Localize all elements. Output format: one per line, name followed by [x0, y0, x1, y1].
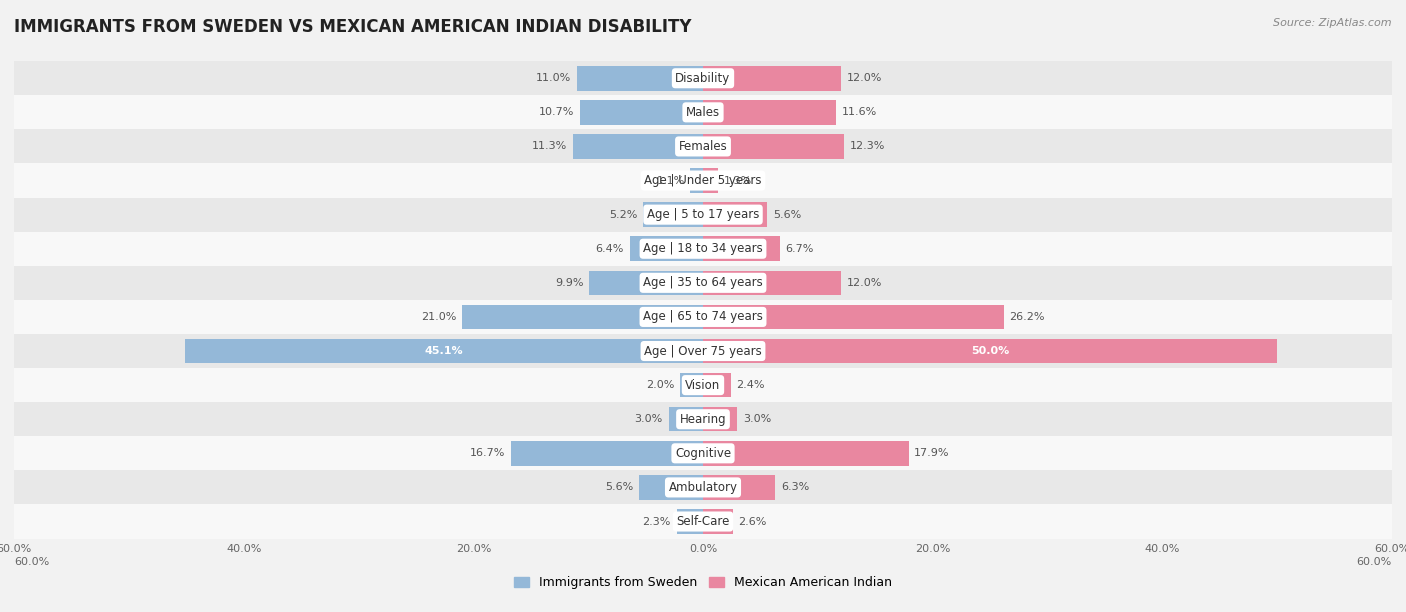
Text: 3.0%: 3.0% [744, 414, 772, 424]
Bar [703, 236, 780, 261]
Bar [703, 475, 775, 499]
Bar [14, 471, 1392, 504]
Text: 6.3%: 6.3% [782, 482, 810, 493]
Text: 5.2%: 5.2% [609, 210, 637, 220]
Text: 50.0%: 50.0% [972, 346, 1010, 356]
Text: 21.0%: 21.0% [420, 312, 456, 322]
Bar [14, 334, 1392, 368]
Text: 5.6%: 5.6% [773, 210, 801, 220]
Text: Age | Under 5 years: Age | Under 5 years [644, 174, 762, 187]
Legend: Immigrants from Sweden, Mexican American Indian: Immigrants from Sweden, Mexican American… [509, 572, 897, 594]
Bar [14, 129, 1392, 163]
Bar [703, 66, 841, 91]
Text: 45.1%: 45.1% [425, 346, 464, 356]
Text: IMMIGRANTS FROM SWEDEN VS MEXICAN AMERICAN INDIAN DISABILITY: IMMIGRANTS FROM SWEDEN VS MEXICAN AMERIC… [14, 18, 692, 36]
Text: 5.6%: 5.6% [605, 482, 633, 493]
Text: 60.0%: 60.0% [1357, 558, 1392, 567]
Text: 1.3%: 1.3% [724, 176, 752, 185]
Text: 2.4%: 2.4% [737, 380, 765, 390]
Text: 2.6%: 2.6% [738, 517, 766, 526]
Bar [669, 407, 703, 431]
Bar [676, 509, 703, 534]
Text: Age | 65 to 74 years: Age | 65 to 74 years [643, 310, 763, 323]
Bar [703, 339, 1277, 364]
Bar [14, 504, 1392, 539]
Bar [644, 203, 703, 227]
Bar [703, 168, 718, 193]
Bar [690, 168, 703, 193]
Bar [703, 271, 841, 295]
Bar [630, 236, 703, 261]
Text: Age | 5 to 17 years: Age | 5 to 17 years [647, 208, 759, 221]
Bar [461, 305, 703, 329]
Bar [703, 134, 844, 159]
Bar [512, 441, 703, 466]
Text: 16.7%: 16.7% [470, 449, 506, 458]
Text: 12.3%: 12.3% [851, 141, 886, 151]
Text: 12.0%: 12.0% [846, 278, 882, 288]
Text: Age | 18 to 34 years: Age | 18 to 34 years [643, 242, 763, 255]
Text: 11.6%: 11.6% [842, 107, 877, 118]
Bar [14, 436, 1392, 471]
Text: Males: Males [686, 106, 720, 119]
Text: 9.9%: 9.9% [555, 278, 583, 288]
Text: Disability: Disability [675, 72, 731, 84]
Bar [14, 61, 1392, 95]
Text: 6.7%: 6.7% [786, 244, 814, 254]
Text: 3.0%: 3.0% [634, 414, 662, 424]
Text: 26.2%: 26.2% [1010, 312, 1045, 322]
Text: Source: ZipAtlas.com: Source: ZipAtlas.com [1274, 18, 1392, 28]
Bar [703, 407, 738, 431]
Bar [703, 203, 768, 227]
Text: Ambulatory: Ambulatory [668, 481, 738, 494]
Bar [589, 271, 703, 295]
Bar [14, 368, 1392, 402]
Bar [14, 232, 1392, 266]
Text: 11.3%: 11.3% [533, 141, 568, 151]
Text: 12.0%: 12.0% [846, 73, 882, 83]
Text: 10.7%: 10.7% [538, 107, 575, 118]
Bar [703, 373, 731, 397]
Text: 2.0%: 2.0% [645, 380, 675, 390]
Text: 11.0%: 11.0% [536, 73, 571, 83]
Bar [186, 339, 703, 364]
Bar [14, 402, 1392, 436]
Bar [14, 95, 1392, 129]
Text: Age | 35 to 64 years: Age | 35 to 64 years [643, 277, 763, 289]
Bar [14, 198, 1392, 232]
Bar [14, 163, 1392, 198]
Bar [574, 134, 703, 159]
Text: Females: Females [679, 140, 727, 153]
Text: Self-Care: Self-Care [676, 515, 730, 528]
Text: 1.1%: 1.1% [657, 176, 685, 185]
Bar [638, 475, 703, 499]
Text: 2.3%: 2.3% [643, 517, 671, 526]
Text: Age | Over 75 years: Age | Over 75 years [644, 345, 762, 357]
Bar [681, 373, 703, 397]
Bar [703, 100, 837, 125]
Text: 17.9%: 17.9% [914, 449, 950, 458]
Bar [576, 66, 703, 91]
Text: Cognitive: Cognitive [675, 447, 731, 460]
Bar [14, 266, 1392, 300]
Text: Vision: Vision [685, 379, 721, 392]
Text: 60.0%: 60.0% [14, 558, 49, 567]
Bar [581, 100, 703, 125]
Text: Hearing: Hearing [679, 412, 727, 426]
Bar [703, 441, 908, 466]
Text: 6.4%: 6.4% [595, 244, 624, 254]
Bar [14, 300, 1392, 334]
Bar [703, 509, 733, 534]
Bar [703, 305, 1004, 329]
